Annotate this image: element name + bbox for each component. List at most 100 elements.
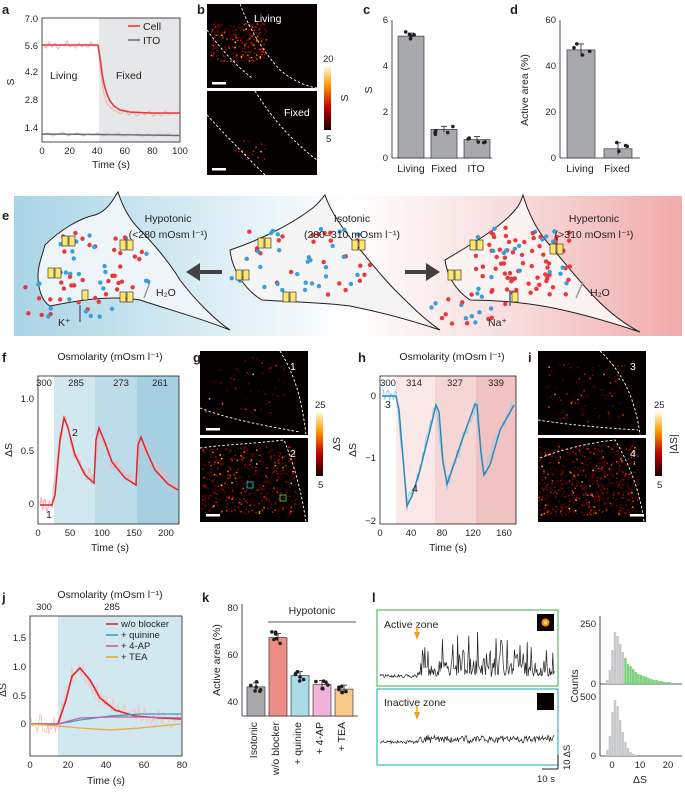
ion-dot [558, 271, 563, 276]
ytick: −2 [365, 516, 376, 527]
hotspot-pixel [274, 509, 276, 511]
ion-dot [520, 261, 526, 266]
hotspot-pixel [279, 504, 281, 507]
hotspot-pixel [631, 507, 633, 510]
hotspot-pixel [254, 503, 256, 505]
hotspot-pixel [605, 394, 607, 396]
hotspot-pixel [554, 468, 557, 471]
inactive-zone-marker [246, 481, 254, 489]
hotspot-pixel [586, 503, 588, 506]
ion-dot [560, 265, 565, 270]
hotspot-pixel [541, 496, 544, 499]
hotspot-pixel [207, 487, 209, 489]
hotspot-pixel [622, 478, 625, 481]
hotspot-pixel [238, 477, 241, 479]
ion-dot [311, 239, 316, 244]
ytick: 80 [227, 603, 238, 614]
hotspot-pixel [251, 503, 253, 505]
hotspot-pixel [259, 56, 261, 58]
hotspot-pixel [231, 460, 233, 462]
ytick: 60 [227, 650, 238, 661]
hotspot-pixel [250, 43, 252, 46]
hotspot-pixel [268, 500, 271, 502]
hotspot-pixel [634, 453, 636, 455]
hotspot-pixel [263, 23, 265, 26]
hotspot-pixel [285, 481, 287, 483]
hotspot-pixel [227, 470, 229, 473]
hotspot-pixel [259, 26, 261, 29]
hotspot-pixel [229, 38, 231, 40]
data-point [254, 680, 259, 684]
colorbar-max: 20 [323, 54, 334, 65]
ion-dot [67, 274, 73, 279]
hotspot-pixel [544, 487, 547, 490]
xtick-ito: ITO [467, 163, 484, 175]
hotspot-pixel [221, 401, 223, 404]
hotspot-pixel [230, 458, 232, 460]
hotspot-pixel [585, 474, 587, 476]
hotspot-pixel [622, 414, 624, 416]
ion-dot [70, 249, 75, 254]
hotspot-pixel [558, 489, 560, 491]
ion-dots [23, 225, 572, 326]
hotspot-pixel [547, 473, 549, 476]
hotspot-pixel [625, 504, 628, 506]
data-point [344, 689, 348, 694]
panel-label-i: i [528, 350, 532, 365]
hotspot-pixel [289, 486, 291, 488]
hotspot-pixel [205, 487, 208, 489]
hotspot-pixel [240, 455, 242, 457]
colorbar-label: |ΔS| [668, 434, 680, 453]
hotspot-pixel [266, 451, 269, 454]
hotspot-pixel [568, 494, 570, 497]
ion-dot [516, 243, 522, 248]
ion-dot [276, 238, 281, 243]
hotspot-pixel [592, 469, 594, 472]
hotspot-pixel [597, 467, 600, 470]
hotspot-pixel [619, 457, 621, 459]
hotspot-pixel [581, 504, 583, 506]
hotspot-pixel [245, 58, 248, 60]
hotspot-pixel [583, 373, 586, 376]
ion-dot [547, 292, 552, 297]
hotspot-pixel [560, 479, 562, 482]
ion-dot [476, 286, 481, 291]
hotspot-pixel [618, 462, 620, 465]
hotspot-pixel [235, 480, 237, 482]
ion-dot [547, 269, 552, 274]
data-point [294, 671, 298, 676]
hotspot-pixel [609, 417, 611, 420]
ion-dot [503, 301, 508, 307]
hist-bin [606, 750, 609, 756]
hotspot-pixel [250, 57, 253, 59]
hotspot-pixel [561, 506, 563, 509]
hotspot-pixel [601, 445, 603, 447]
hotspot-pixel [257, 49, 259, 51]
hotspot-pixel [598, 484, 600, 487]
hotspot-pixel [229, 469, 231, 472]
hotspot-pixel [255, 472, 257, 474]
ion-dot [122, 235, 128, 240]
hotspot-pixel [624, 473, 627, 475]
hotspot-pixel [617, 493, 620, 495]
data-point [301, 677, 306, 682]
data-point [314, 679, 318, 684]
hotspot-pixel [294, 503, 297, 505]
hotspot-pixel [282, 468, 285, 471]
hotspot-pixel [210, 58, 212, 60]
hotspot-pixel [594, 407, 596, 409]
ion-dot [302, 287, 308, 293]
hotspot-pixel [260, 475, 262, 477]
hotspot-pixel [242, 28, 244, 31]
hotspot-pixel [550, 491, 553, 493]
hotspot-pixel [216, 493, 218, 495]
hotspot-pixel [228, 496, 230, 498]
hotspot-pixel [250, 42, 253, 44]
hotspot-pixel [574, 487, 576, 490]
osm-tick: 300 [36, 378, 52, 389]
ion-dot [510, 250, 516, 255]
hotspot-pixel [589, 485, 591, 487]
hotspot-pixel [217, 504, 220, 506]
hotspot-pixel [567, 451, 569, 454]
ion-dot [489, 315, 494, 320]
